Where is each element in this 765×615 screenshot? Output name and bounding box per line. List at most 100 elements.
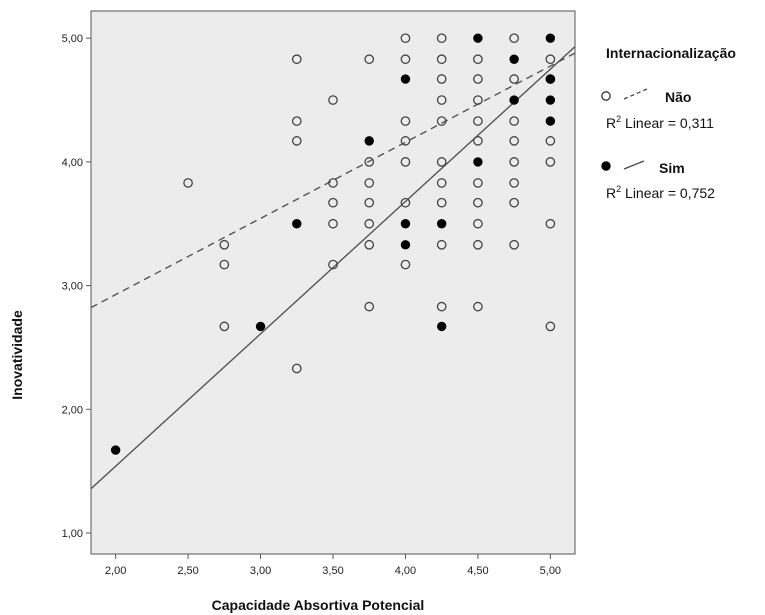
legend-hollow-circle-icon <box>601 91 611 101</box>
data-point-nao <box>436 301 447 312</box>
data-point-nao <box>219 259 230 270</box>
data-point-nao <box>400 157 411 167</box>
data-point-nao <box>509 239 519 250</box>
data-point-nao <box>436 95 447 105</box>
data-point-nao <box>545 136 556 146</box>
data-point-nao <box>364 197 375 208</box>
data-point-sim <box>509 54 519 64</box>
data-point-sim <box>545 95 556 105</box>
data-point-sim <box>364 136 374 146</box>
data-point-nao <box>436 54 447 65</box>
data-point-sim <box>400 240 411 250</box>
data-point-nao <box>545 321 556 332</box>
legend-item-nao: Não R2 Linear = 0,311 <box>601 88 714 131</box>
data-point-nao <box>436 157 447 167</box>
data-point-nao <box>473 95 483 105</box>
legend-filled-circle-icon <box>601 161 611 171</box>
data-point-sim <box>255 321 266 332</box>
data-point-nao <box>400 197 411 208</box>
data-point-sim <box>545 33 556 43</box>
data-point-nao <box>473 136 483 146</box>
x-axis-title: Capacidade Absortiva Potencial <box>212 597 425 613</box>
data-point-nao <box>219 321 230 332</box>
data-point-nao <box>473 116 483 126</box>
data-point-nao <box>509 178 519 188</box>
x-tick-label: 3,00 <box>250 565 271 577</box>
legend-label-sim: Sim <box>659 160 685 176</box>
data-point-nao <box>400 33 411 44</box>
x-tick-label: 2,00 <box>105 565 126 577</box>
data-point-nao <box>328 218 338 229</box>
x-tick-label: 2,50 <box>177 565 198 577</box>
data-point-nao <box>473 239 483 250</box>
y-tick-label: 4,00 <box>62 157 83 169</box>
data-point-nao <box>509 116 519 126</box>
legend-title: Internacionalização <box>606 45 736 61</box>
data-point-nao <box>473 197 483 208</box>
data-point-nao <box>400 259 411 270</box>
data-point-sim <box>436 219 447 229</box>
data-point-nao <box>436 178 447 188</box>
data-point-nao <box>400 54 411 65</box>
data-point-nao <box>436 239 447 250</box>
legend-solid-line-icon <box>623 160 645 170</box>
data-point-nao <box>436 33 447 44</box>
data-point-nao <box>509 136 519 146</box>
data-point-nao <box>473 178 483 188</box>
data-point-sim <box>400 74 411 84</box>
data-point-sim <box>473 33 483 43</box>
data-point-nao <box>436 116 447 126</box>
legend-dashed-line-icon <box>623 88 648 100</box>
data-point-nao <box>436 74 447 84</box>
y-tick-label: 3,00 <box>62 281 83 293</box>
plot-area <box>90 10 576 555</box>
data-point-sim <box>292 219 302 229</box>
data-point-nao <box>291 363 302 374</box>
data-point-nao <box>364 178 375 188</box>
data-point-nao <box>400 116 411 126</box>
fit-line-sim <box>91 46 575 490</box>
data-point-nao <box>400 136 411 146</box>
data-point-nao <box>291 136 302 146</box>
data-point-nao <box>473 301 483 312</box>
legend-label-nao: Não <box>665 89 691 105</box>
data-point-sim <box>110 445 121 455</box>
data-point-nao <box>291 54 302 65</box>
data-point-nao <box>509 197 519 208</box>
data-point-nao <box>473 54 483 65</box>
x-tick-label: 4,50 <box>467 565 488 577</box>
data-point-nao <box>364 157 375 167</box>
legend-r2-nao: R2 Linear = 0,311 <box>606 114 714 131</box>
data-point-sim <box>436 321 447 332</box>
data-point-nao <box>328 259 338 270</box>
data-point-nao <box>219 239 230 250</box>
data-point-nao <box>328 95 338 105</box>
data-point-sim <box>473 157 483 167</box>
data-point-sim <box>545 116 556 126</box>
data-point-nao <box>291 116 302 126</box>
y-tick-label: 5,00 <box>62 33 83 45</box>
x-tick-label: 5,00 <box>540 565 561 577</box>
data-point-nao <box>509 74 519 84</box>
data-point-nao <box>364 218 375 229</box>
data-point-sim <box>400 219 411 229</box>
data-point-nao <box>473 218 483 229</box>
x-tick-label: 4,00 <box>395 565 416 577</box>
x-tick-label: 3,50 <box>322 565 343 577</box>
data-point-nao <box>364 239 375 250</box>
legend-item-sim: Sim R2 Linear = 0,752 <box>601 160 715 201</box>
y-axis-title: Inovatividade <box>9 310 25 400</box>
legend-r2-sim: R2 Linear = 0,752 <box>606 184 715 201</box>
data-point-nao <box>473 74 483 84</box>
data-point-nao <box>545 54 556 65</box>
data-point-nao <box>328 197 338 208</box>
data-point-nao <box>509 33 519 44</box>
data-point-nao <box>545 218 556 229</box>
data-point-sim <box>509 95 519 105</box>
data-point-nao <box>509 157 519 167</box>
data-point-nao <box>364 301 375 312</box>
legend: Internacionalização Não R2 Linear = 0,31… <box>601 45 736 201</box>
y-tick-label: 2,00 <box>62 404 83 416</box>
data-point-sim <box>545 74 556 84</box>
